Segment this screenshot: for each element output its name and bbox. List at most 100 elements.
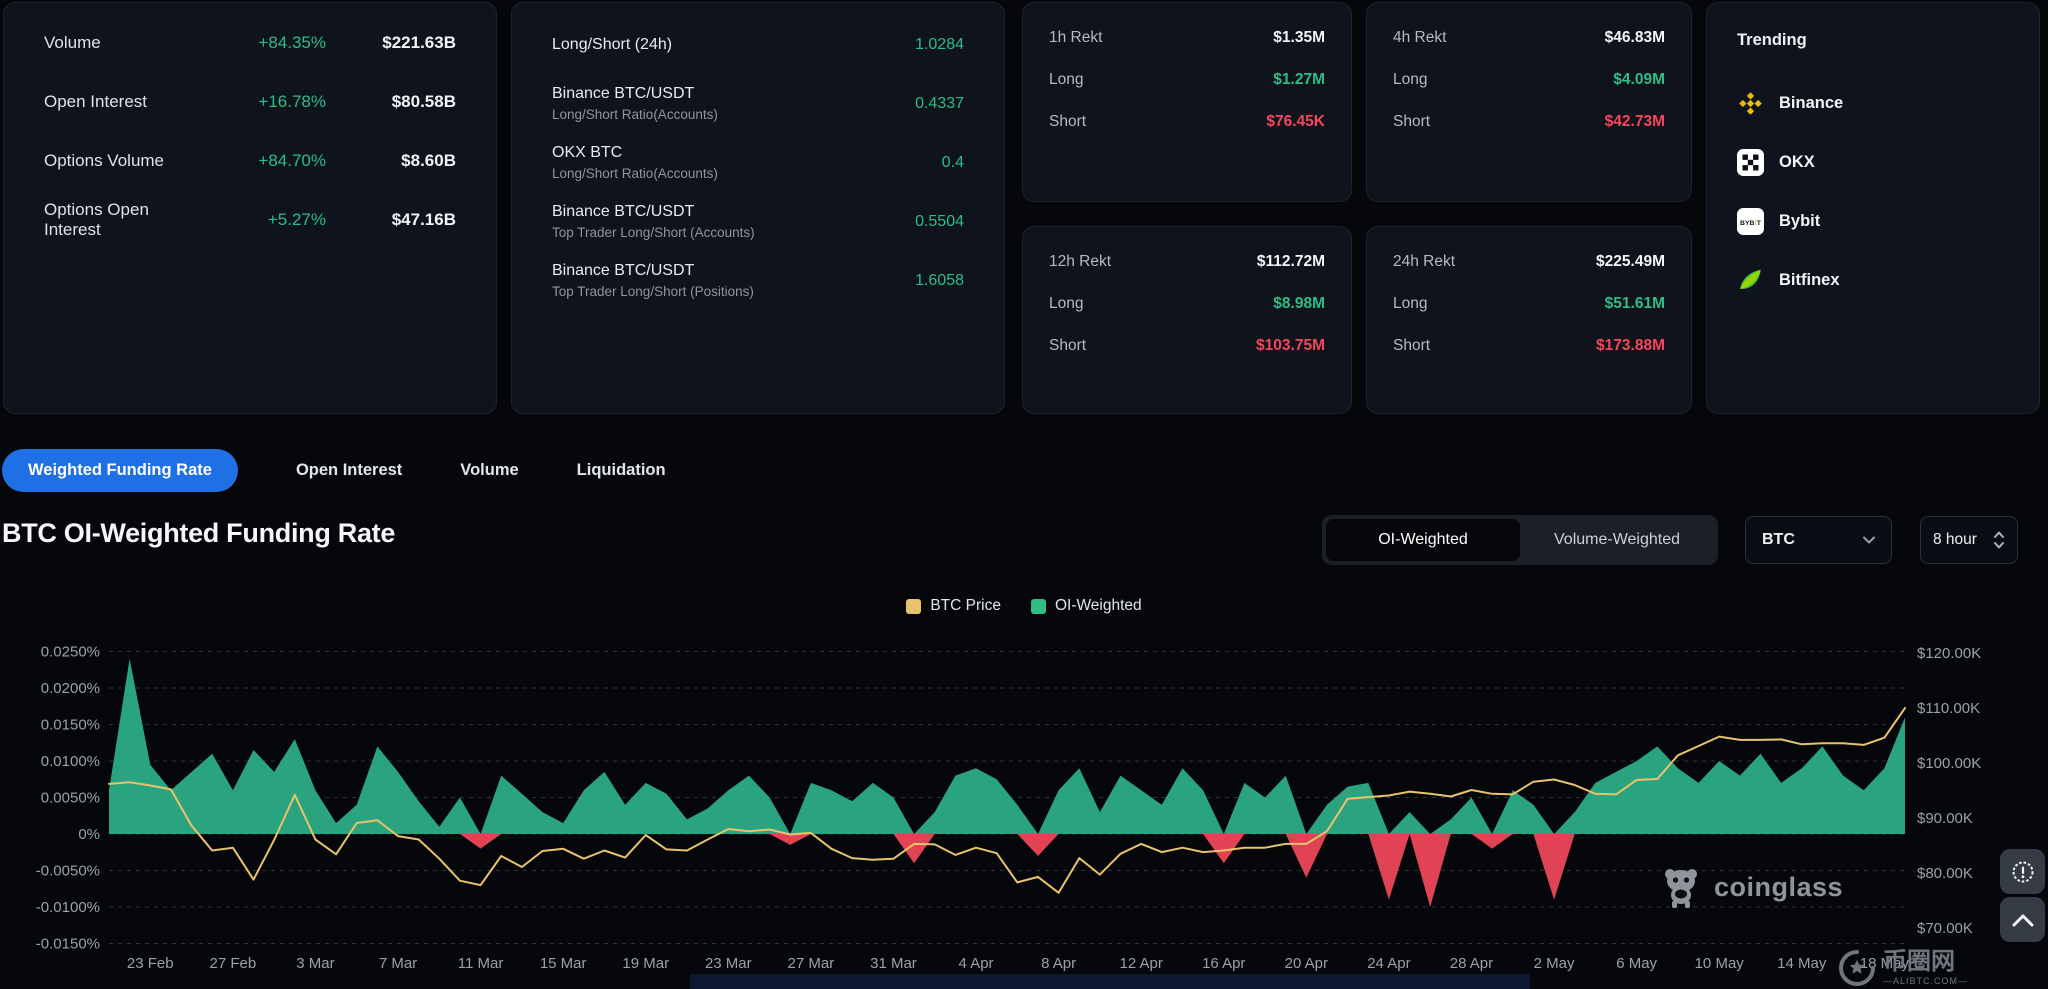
left-axis-tick: 0% bbox=[78, 826, 100, 843]
long-short-ratios-panel: Long/Short (24h) 1.0284 Binance BTC/USDT Lo… bbox=[511, 2, 1005, 414]
x-axis-tick: 23 Feb bbox=[127, 955, 174, 972]
trending-item-binance[interactable]: Binance bbox=[1737, 74, 2009, 133]
rekt-row-total: 12h Rekt $112.72M bbox=[1049, 241, 1325, 283]
site-watermark-logo-icon bbox=[1839, 950, 1875, 986]
bybit-icon: BYB!T bbox=[1737, 208, 1764, 235]
rekt-value: $103.75M bbox=[1256, 337, 1325, 354]
ratio-text: Binance BTC/USDT Top Trader Long/Short (P… bbox=[552, 262, 854, 299]
x-axis-tick: 28 Apr bbox=[1450, 955, 1493, 972]
rekt-row-short: Short $173.88M bbox=[1393, 325, 1665, 367]
ratio-subtitle: Long/Short Ratio(Accounts) bbox=[552, 166, 718, 181]
interval-select[interactable]: 8 hour bbox=[1920, 516, 2018, 564]
rekt-label: 12h Rekt bbox=[1049, 253, 1112, 270]
rekt-label: Short bbox=[1393, 337, 1431, 354]
rekt-value: $4.09M bbox=[1613, 71, 1665, 88]
rekt-label: Short bbox=[1049, 113, 1087, 130]
stat-label: Options Open Interest bbox=[44, 199, 149, 239]
stat-value: $221.63B bbox=[382, 32, 456, 52]
tab-weighted-funding-rate[interactable]: Weighted Funding Rate bbox=[2, 448, 238, 492]
x-axis-tick: 19 Mar bbox=[622, 955, 669, 972]
rekt-row-short: Short $76.45K bbox=[1049, 101, 1325, 143]
ratio-title: Long/Short (24h) bbox=[552, 35, 673, 53]
x-axis-tick: 7 Mar bbox=[379, 955, 417, 972]
tab-volume[interactable]: Volume bbox=[460, 460, 519, 479]
trending-item-okx[interactable]: OKX bbox=[1737, 133, 2009, 192]
legend-swatch bbox=[1030, 598, 1046, 614]
trending-item-bybit[interactable]: BYB!T Bybit bbox=[1737, 192, 2009, 251]
x-axis-tick: 20 Apr bbox=[1285, 955, 1328, 972]
ratio-text: OKX BTC Long/Short Ratio(Accounts) bbox=[552, 144, 854, 181]
ratio-text: Binance BTC/USDT Top Trader Long/Short (A… bbox=[552, 203, 854, 240]
stat-change: +84.70% bbox=[258, 150, 326, 170]
rekt-value: $51.61M bbox=[1604, 295, 1665, 312]
stat-row-options-open-interest: Options Open Interest +5.27% $47.16B bbox=[44, 190, 456, 249]
ratio-subtitle: Top Trader Long/Short (Accounts) bbox=[552, 225, 755, 240]
stat-row-options-volume: Options Volume +84.70% $8.60B bbox=[44, 131, 456, 190]
x-axis-tick: 2 May bbox=[1534, 955, 1575, 972]
right-axis-tick: $120.00K bbox=[1917, 645, 1981, 662]
x-axis-tick: 3 Mar bbox=[296, 955, 334, 972]
rekt-label: 24h Rekt bbox=[1393, 253, 1456, 270]
stat-row-open-interest: Open Interest +16.78% $80.58B bbox=[44, 72, 456, 131]
ratio-text: Long/Short (24h) bbox=[552, 36, 854, 54]
symbol-select-value: BTC bbox=[1762, 531, 1795, 548]
badge-exclamation-icon bbox=[2012, 861, 2033, 882]
stat-label: Options Volume bbox=[44, 150, 165, 170]
binance-icon bbox=[1737, 90, 1764, 117]
ratio-text: Binance BTC/USDT Long/Short Ratio(Account… bbox=[552, 85, 854, 122]
funding-rate-chart[interactable]: 0.0250% 0.0200% 0.0150% 0.0100% 0.0050% 0% -0.… bbox=[0, 630, 2048, 989]
ratio-title: Binance BTC/USDT bbox=[552, 203, 695, 220]
rekt-value: $173.88M bbox=[1596, 337, 1665, 354]
rekt-value: $76.45K bbox=[1266, 113, 1325, 130]
x-axis-tick: 16 Apr bbox=[1202, 955, 1245, 972]
rekt-row-long: Long $1.27M bbox=[1049, 59, 1325, 101]
rekt-label: 1h Rekt bbox=[1049, 29, 1103, 46]
ratio-title: Binance BTC/USDT bbox=[552, 85, 695, 102]
rekt-row-total: 1h Rekt $1.35M bbox=[1049, 17, 1325, 59]
stat-change: +5.27% bbox=[267, 209, 326, 229]
legend-item-btc-price[interactable]: BTC Price bbox=[906, 597, 1001, 615]
stat-label: Open Interest bbox=[44, 91, 148, 111]
trending-panel: Trending Binance OKX BYB!T Bybit Bitfinex bbox=[1706, 2, 2040, 414]
ratio-subtitle: Long/Short Ratio(Accounts) bbox=[552, 107, 718, 122]
x-axis-tick: 11 Mar bbox=[458, 955, 504, 972]
left-axis-tick: 0.0100% bbox=[41, 753, 100, 770]
rekt-row-long: Long $51.61M bbox=[1393, 283, 1665, 325]
rekt-value: $112.72M bbox=[1256, 253, 1325, 270]
rekt-value: $8.98M bbox=[1273, 295, 1325, 312]
rekt-label: Short bbox=[1393, 113, 1431, 130]
coinglass-bull-icon bbox=[1665, 869, 1697, 908]
ratio-title: OKX BTC bbox=[552, 144, 623, 161]
x-axis-tick: 24 Apr bbox=[1367, 955, 1410, 972]
x-axis-tick: 23 Mar bbox=[705, 955, 752, 972]
site-watermark-sub: —ALIBTC.COM— bbox=[1882, 976, 1968, 986]
rekt-value: $42.73M bbox=[1604, 113, 1665, 130]
rekt-value: $225.49M bbox=[1596, 253, 1665, 270]
scroll-to-top-button[interactable] bbox=[2000, 897, 2045, 942]
legend-item-oi-weighted[interactable]: OI-Weighted bbox=[1030, 597, 1142, 615]
ratio-value: 0.5504 bbox=[915, 212, 964, 230]
x-axis-tick: 31 Mar bbox=[870, 955, 917, 972]
stat-value: $80.58B bbox=[391, 91, 456, 111]
rekt-box-1h-rekt: 1h Rekt $1.35M Long $1.27M Short $76.45K bbox=[1022, 2, 1352, 202]
rekt-row-total: 24h Rekt $225.49M bbox=[1393, 241, 1665, 283]
left-axis-tick: 0.0050% bbox=[41, 790, 100, 807]
toggle-oi-weighted[interactable]: OI-Weighted bbox=[1326, 519, 1520, 561]
symbol-select[interactable]: BTC bbox=[1745, 516, 1892, 564]
rekt-label: Long bbox=[1393, 71, 1428, 88]
trending-item-name: OKX bbox=[1779, 153, 1815, 171]
rekt-row-short: Short $103.75M bbox=[1049, 325, 1325, 367]
right-axis-tick: $100.00K bbox=[1917, 755, 1981, 772]
stat-change: +84.35% bbox=[258, 32, 326, 52]
x-axis-tick: 27 Feb bbox=[210, 955, 257, 972]
x-axis-tick: 10 May bbox=[1695, 955, 1745, 972]
left-axis-tick: 0.0150% bbox=[41, 717, 100, 734]
svg-text:BYB!T: BYB!T bbox=[1740, 220, 1762, 227]
tab-open-interest[interactable]: Open Interest bbox=[295, 460, 403, 479]
toggle-volume-weighted[interactable]: Volume-Weighted bbox=[1554, 531, 1680, 548]
interval-select-value: 8 hour bbox=[1933, 531, 1977, 548]
trending-item-bitfinex[interactable]: Bitfinex bbox=[1737, 251, 2009, 310]
alert-badge-button[interactable] bbox=[2000, 849, 2045, 894]
tab-liquidation[interactable]: Liquidation bbox=[576, 460, 666, 479]
right-axis-tick: $80.00K bbox=[1917, 865, 1973, 882]
